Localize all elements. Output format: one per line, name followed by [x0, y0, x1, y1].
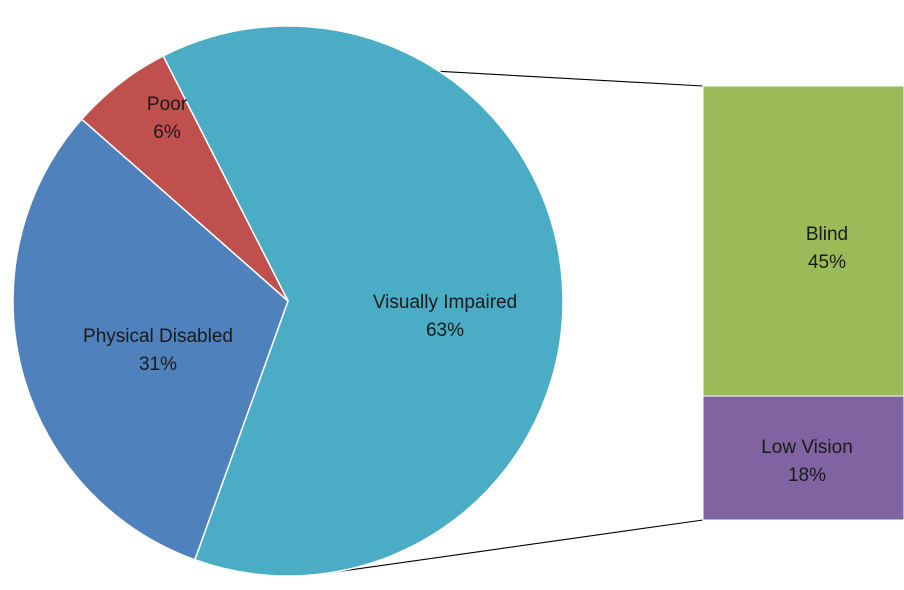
pie-label-poor-value: 6%	[153, 122, 181, 143]
bar-label-low-vision-value: 18%	[788, 465, 826, 486]
bar-label-low-vision-name: Low Vision	[761, 437, 853, 458]
bar-segment-low-vision	[703, 396, 904, 520]
bar-segment-blind	[703, 86, 904, 396]
pie-label-physical-disabled-value: 31%	[139, 354, 177, 375]
pie-label-visually-impaired-value: 63%	[426, 320, 464, 341]
pie-label-physical-disabled-name: Physical Disabled	[83, 326, 233, 347]
bar-label-blind-value: 45%	[808, 252, 846, 273]
pie-label-poor-name: Poor	[147, 94, 188, 115]
pie-label-visually-impaired-name: Visually Impaired	[373, 292, 517, 313]
bar-label-blind-name: Blind	[806, 224, 848, 245]
